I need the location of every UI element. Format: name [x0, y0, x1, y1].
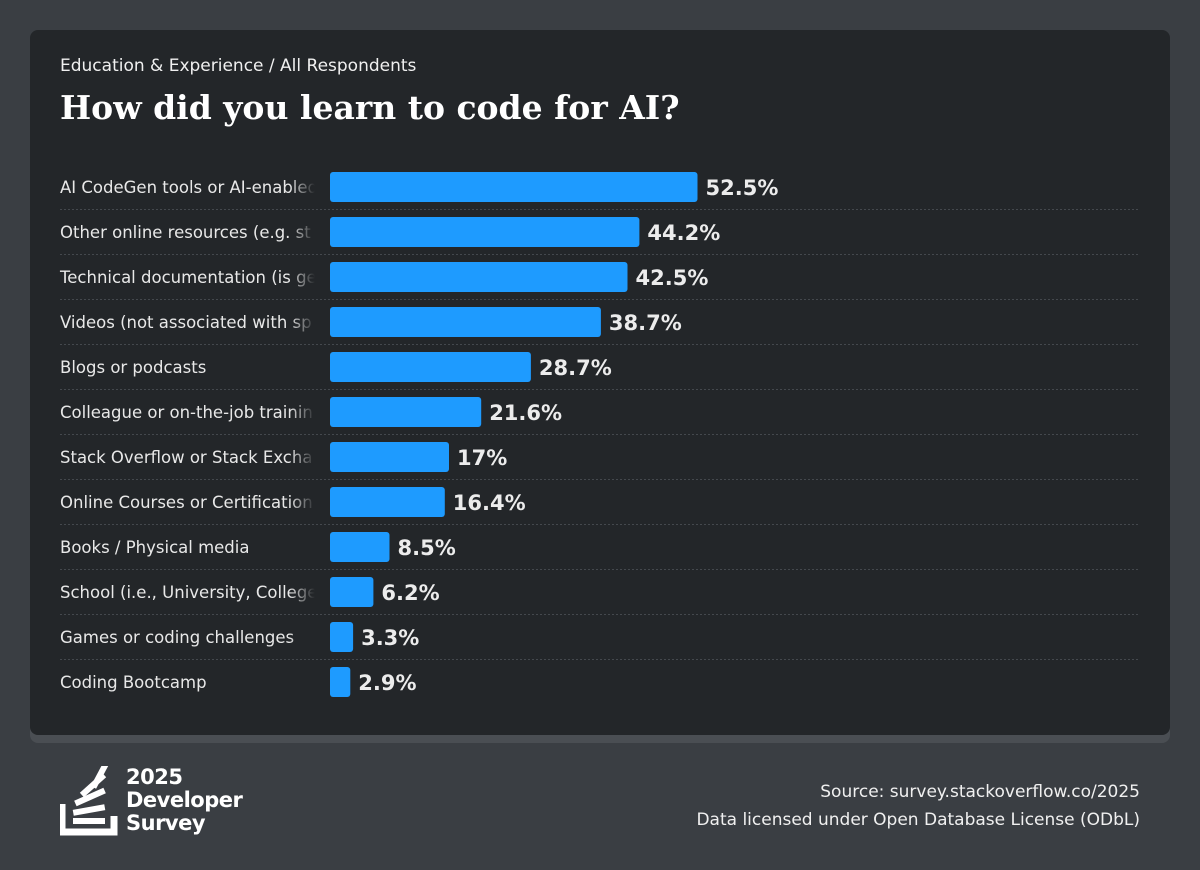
value-label: 52.5%	[706, 176, 779, 200]
license-text: Data licensed under Open Database Licens…	[696, 810, 1140, 830]
bar[interactable]	[330, 667, 351, 697]
category-label: Stack Overflow or Stack Excha	[60, 448, 312, 467]
category-label: Online Courses or Certification	[60, 493, 313, 512]
bar[interactable]	[330, 622, 354, 652]
value-label: 8.5%	[398, 536, 456, 560]
value-label: 28.7%	[539, 356, 612, 380]
category-label: Books / Physical media	[60, 538, 249, 557]
logo-line1: Developer	[126, 788, 243, 812]
category-label: Coding Bootcamp	[60, 673, 207, 692]
value-label: 21.6%	[489, 401, 562, 425]
value-label: 42.5%	[636, 266, 709, 290]
bar[interactable]	[330, 532, 390, 562]
category-label: Games or coding challenges	[60, 628, 294, 647]
bar-chart: AI CodeGen tools or AI-enabled 52.5% Other…	[59, 172, 1140, 697]
chart-title: How did you learn to code for AI?	[60, 88, 680, 127]
bar[interactable]	[330, 307, 601, 337]
chart-card: Education & Experience / All Respondents…	[30, 30, 1170, 735]
bar[interactable]	[330, 262, 628, 292]
logo-text: 2025 Developer Survey	[126, 765, 243, 835]
bar[interactable]	[330, 577, 374, 607]
bar[interactable]	[330, 487, 445, 517]
source-link[interactable]: Source: survey.stackoverflow.co/2025	[820, 782, 1140, 802]
category-label: Technical documentation (is ge	[59, 268, 317, 287]
value-label: 6.2%	[381, 581, 439, 605]
value-label: 17%	[457, 446, 507, 470]
category-label: School (i.e., University, College	[60, 583, 317, 602]
logo-year: 2025	[126, 765, 183, 789]
value-label: 38.7%	[609, 311, 682, 335]
survey-logo: 2025 Developer Survey	[58, 761, 260, 841]
category-label: Blogs or podcasts	[60, 358, 206, 377]
bar[interactable]	[330, 352, 531, 382]
bar[interactable]	[330, 397, 482, 427]
logo-line2: Survey	[126, 811, 206, 835]
stack-logo-icon	[58, 761, 118, 836]
category-label: AI CodeGen tools or AI-enabled	[60, 178, 318, 197]
value-label: 2.9%	[358, 671, 416, 695]
bar[interactable]	[330, 442, 449, 472]
bar[interactable]	[330, 217, 640, 247]
category-label: Videos (not associated with sp	[60, 313, 312, 332]
bar[interactable]	[330, 172, 698, 202]
category-label: Other online resources (e.g. st	[60, 223, 311, 242]
breadcrumb: Education & Experience / All Respondents	[60, 56, 417, 76]
value-label: 44.2%	[647, 221, 720, 245]
source-block: Source: survey.stackoverflow.co/2025 Dat…	[696, 778, 1140, 834]
value-label: 3.3%	[361, 626, 419, 650]
category-label: Colleague or on-the-job trainin	[60, 403, 313, 422]
value-label: 16.4%	[453, 491, 526, 515]
